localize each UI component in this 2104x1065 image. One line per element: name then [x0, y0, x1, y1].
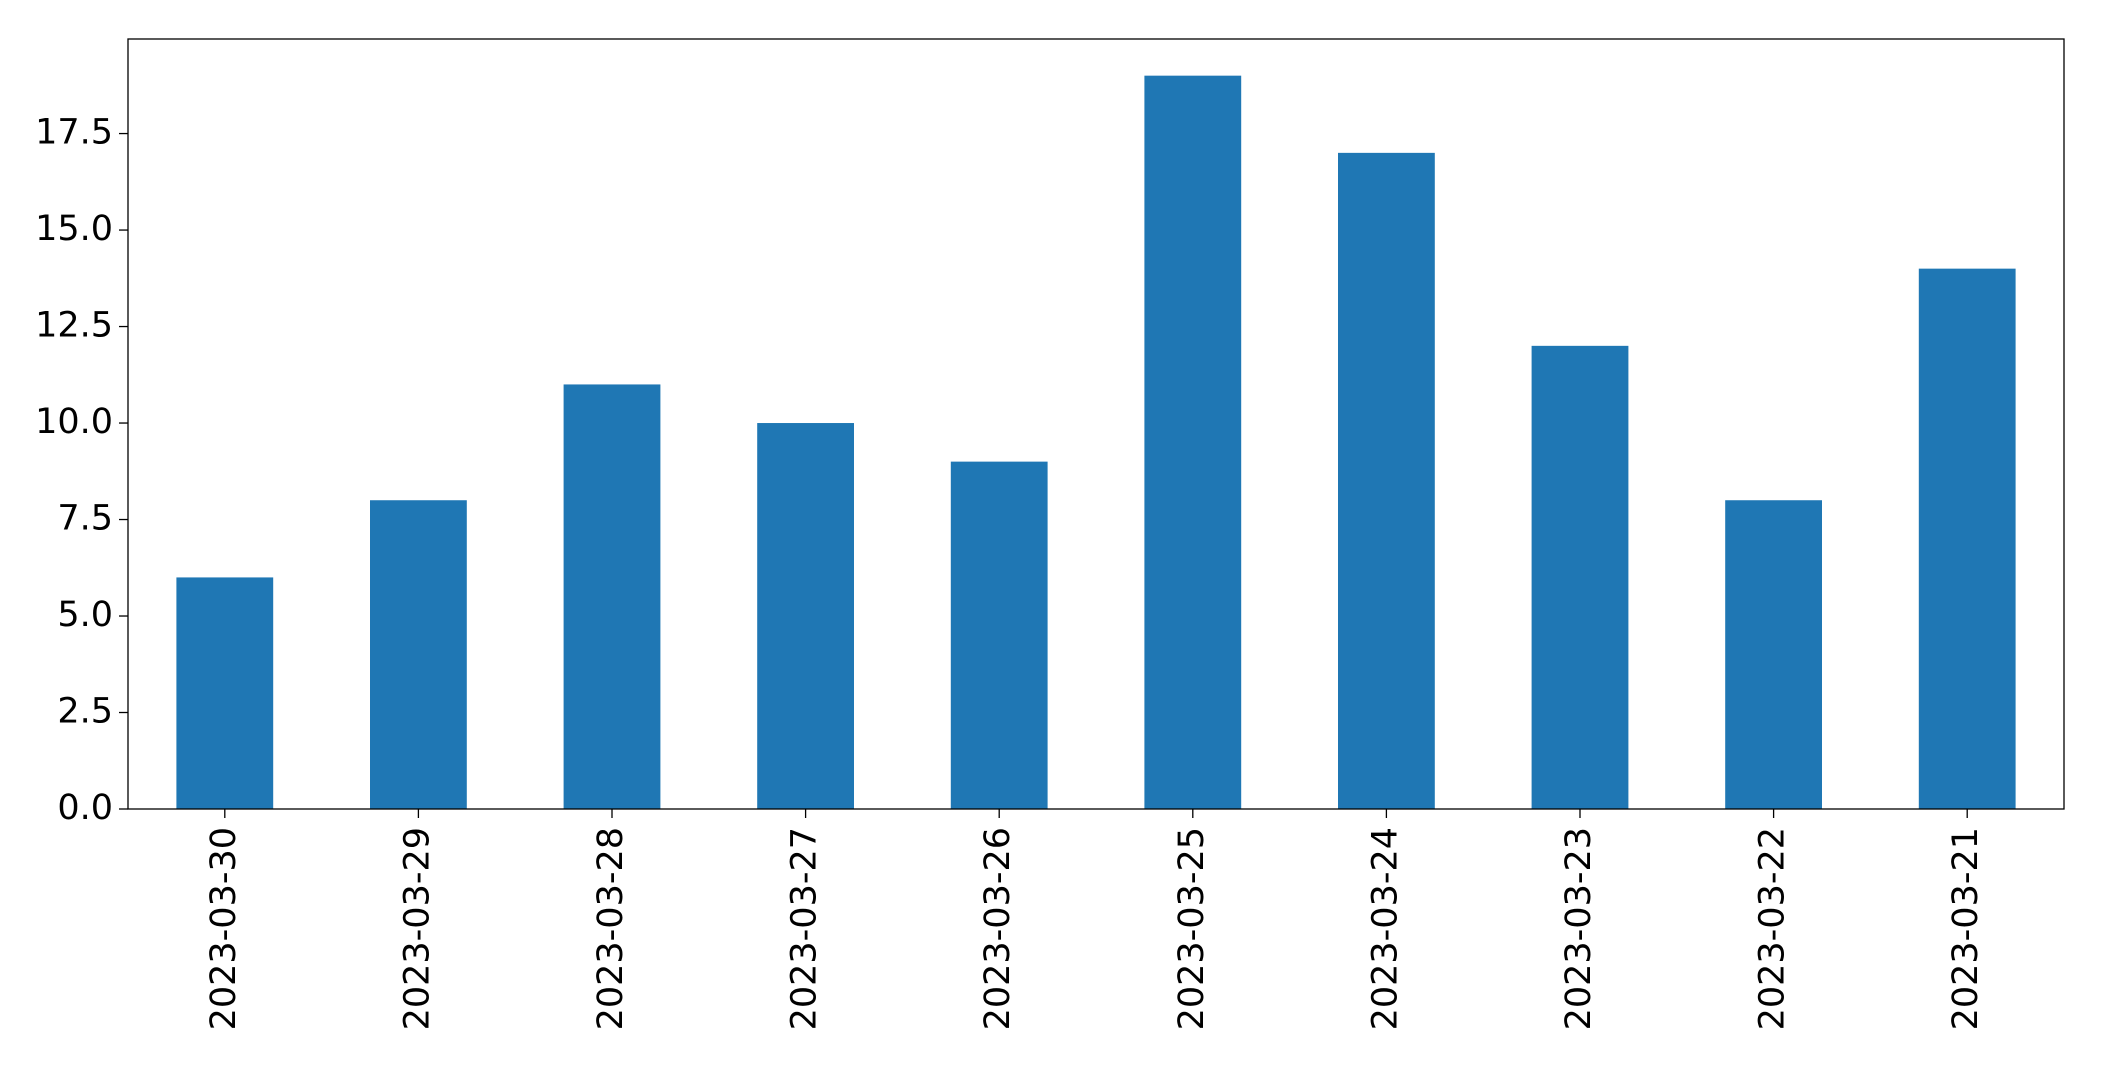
y-tick-label: 5.0 — [57, 595, 113, 635]
x-tick-label: 2023-03-29 — [397, 827, 437, 1030]
bar — [1531, 345, 1629, 809]
bar — [563, 384, 661, 809]
y-tick-label: 15.0 — [35, 209, 113, 249]
x-tick-label: 2023-03-21 — [1946, 827, 1986, 1030]
plot-frame — [127, 38, 2065, 810]
bar — [1144, 75, 1242, 809]
x-tick-label: 2023-03-23 — [1559, 827, 1599, 1030]
x-tick-label: 2023-03-27 — [785, 827, 825, 1030]
x-tick-label: 2023-03-26 — [978, 827, 1018, 1030]
y-tick-label: 10.0 — [35, 402, 113, 442]
x-tick-label: 2023-03-25 — [1172, 827, 1212, 1030]
y-tick-label: 7.5 — [57, 499, 113, 539]
y-tick-label: 12.5 — [35, 306, 113, 346]
y-tick-label: 17.5 — [35, 113, 113, 153]
x-tick-label: 2023-03-24 — [1365, 827, 1405, 1030]
bar — [1918, 268, 2016, 809]
bar — [1338, 152, 1435, 810]
bar — [950, 461, 1048, 809]
bar — [757, 423, 854, 809]
x-tick-label: 2023-03-28 — [591, 827, 631, 1030]
bar — [370, 500, 467, 809]
x-tick-label: 2023-03-30 — [204, 827, 244, 1030]
bar — [176, 577, 274, 809]
x-tick-label: 2023-03-22 — [1753, 827, 1793, 1030]
y-tick-label: 2.5 — [57, 692, 113, 732]
bar — [1725, 500, 1822, 809]
y-tick-label: 0.0 — [57, 788, 113, 828]
